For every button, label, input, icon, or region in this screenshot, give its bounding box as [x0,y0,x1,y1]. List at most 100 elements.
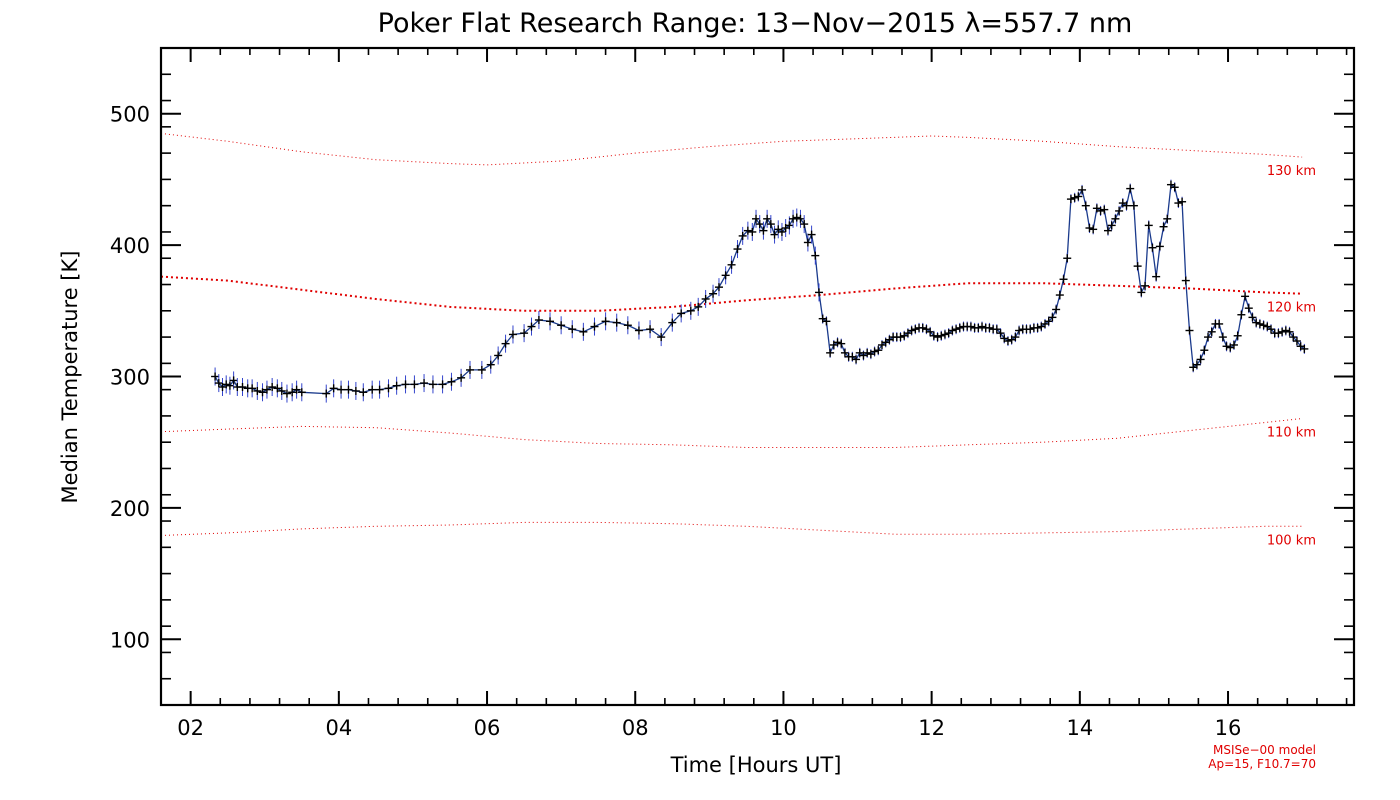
data-point [937,331,946,340]
data-point [966,322,975,331]
data-point [337,385,346,394]
data-point [1244,304,1253,313]
data-point [770,230,779,239]
data-point [907,326,916,335]
data-point [1237,310,1246,319]
data-point [282,389,291,398]
data-point [1052,305,1061,314]
data-point [410,380,419,389]
data-point [933,333,942,342]
x-axis: 02 04 06 08 10 12 14 16 [160,48,1348,740]
data-point [534,315,543,324]
data-point [1089,225,1098,234]
y-tick-label: 100 [110,628,150,652]
data-point [677,309,686,318]
data-point [486,360,495,369]
x-tick-label: 16 [1215,716,1242,740]
data-point [792,213,801,222]
data-point [1078,185,1087,194]
data-point [1300,344,1309,353]
data-point [1204,333,1213,342]
model-curve-110-km [160,418,1303,448]
data-point [297,388,306,397]
data-point [292,385,301,394]
data-point [896,333,905,342]
data-point [1252,318,1261,327]
model-curve-label: 130 km [1267,164,1316,179]
y-tick-label: 300 [110,366,150,390]
data-point [1170,183,1179,192]
data-point [1241,292,1250,301]
data-point [1259,321,1268,330]
data-point [277,386,286,395]
data-point [1141,281,1150,290]
data-point [288,388,297,397]
data-point [1178,197,1187,206]
data-point [1122,201,1131,210]
data-point [1085,224,1094,233]
data-point [1026,325,1035,334]
data-point [822,317,831,326]
data-point [1015,326,1024,335]
data-point [329,384,338,393]
data-point [978,322,987,331]
data-point [1074,192,1083,201]
data-point [840,348,849,357]
data-point [952,325,961,334]
data-point [420,379,429,388]
data-point [508,330,517,339]
data-point [1133,262,1142,271]
data-point [1285,327,1294,336]
data-point [1292,337,1301,346]
data-point [1248,313,1257,322]
data-point [833,338,842,347]
y-tick-label: 400 [110,234,150,258]
data-point [1196,355,1205,364]
x-tick-label: 12 [918,716,945,740]
data-point [1185,326,1194,335]
data-point [1081,201,1090,210]
model-note-line-1: MSISe−00 model [1213,743,1316,757]
data-point [755,220,764,229]
data-point [211,372,220,381]
data-point [248,384,257,393]
data-point [1289,333,1298,342]
data-point [766,220,775,229]
data-point [727,260,736,269]
data-point [785,221,794,230]
data-point [1152,272,1161,281]
data-point [1100,205,1109,214]
data-point [870,347,879,356]
data-point [929,331,938,340]
data-point [955,323,964,332]
data-point [918,323,927,332]
data-point [1111,214,1120,223]
y-axis-label: Median Temperature [K] [58,251,82,504]
data-point [721,271,730,280]
data-point [837,339,846,348]
x-tick-label: 10 [770,716,797,740]
data-point [557,321,566,330]
data-point [1278,327,1287,336]
data-point [1233,331,1242,340]
data-point [601,317,610,326]
model-curves: 130 km 120 km 110 km 100 km [160,132,1316,548]
data-point [590,322,599,331]
data-point [568,325,577,334]
data-point [438,380,447,389]
data-point [1070,193,1079,202]
data-point [501,339,510,348]
data-point [344,385,353,394]
data-point [668,318,677,327]
data-point [351,386,360,395]
data-point [826,348,835,357]
data-point [1181,276,1190,285]
data-point [1059,275,1068,284]
data-point [392,381,401,390]
temperature-series [211,179,1309,403]
data-point [803,238,812,247]
data-point [258,388,267,397]
data-point [800,220,809,229]
data-point [940,330,949,339]
data-point [1103,226,1112,235]
